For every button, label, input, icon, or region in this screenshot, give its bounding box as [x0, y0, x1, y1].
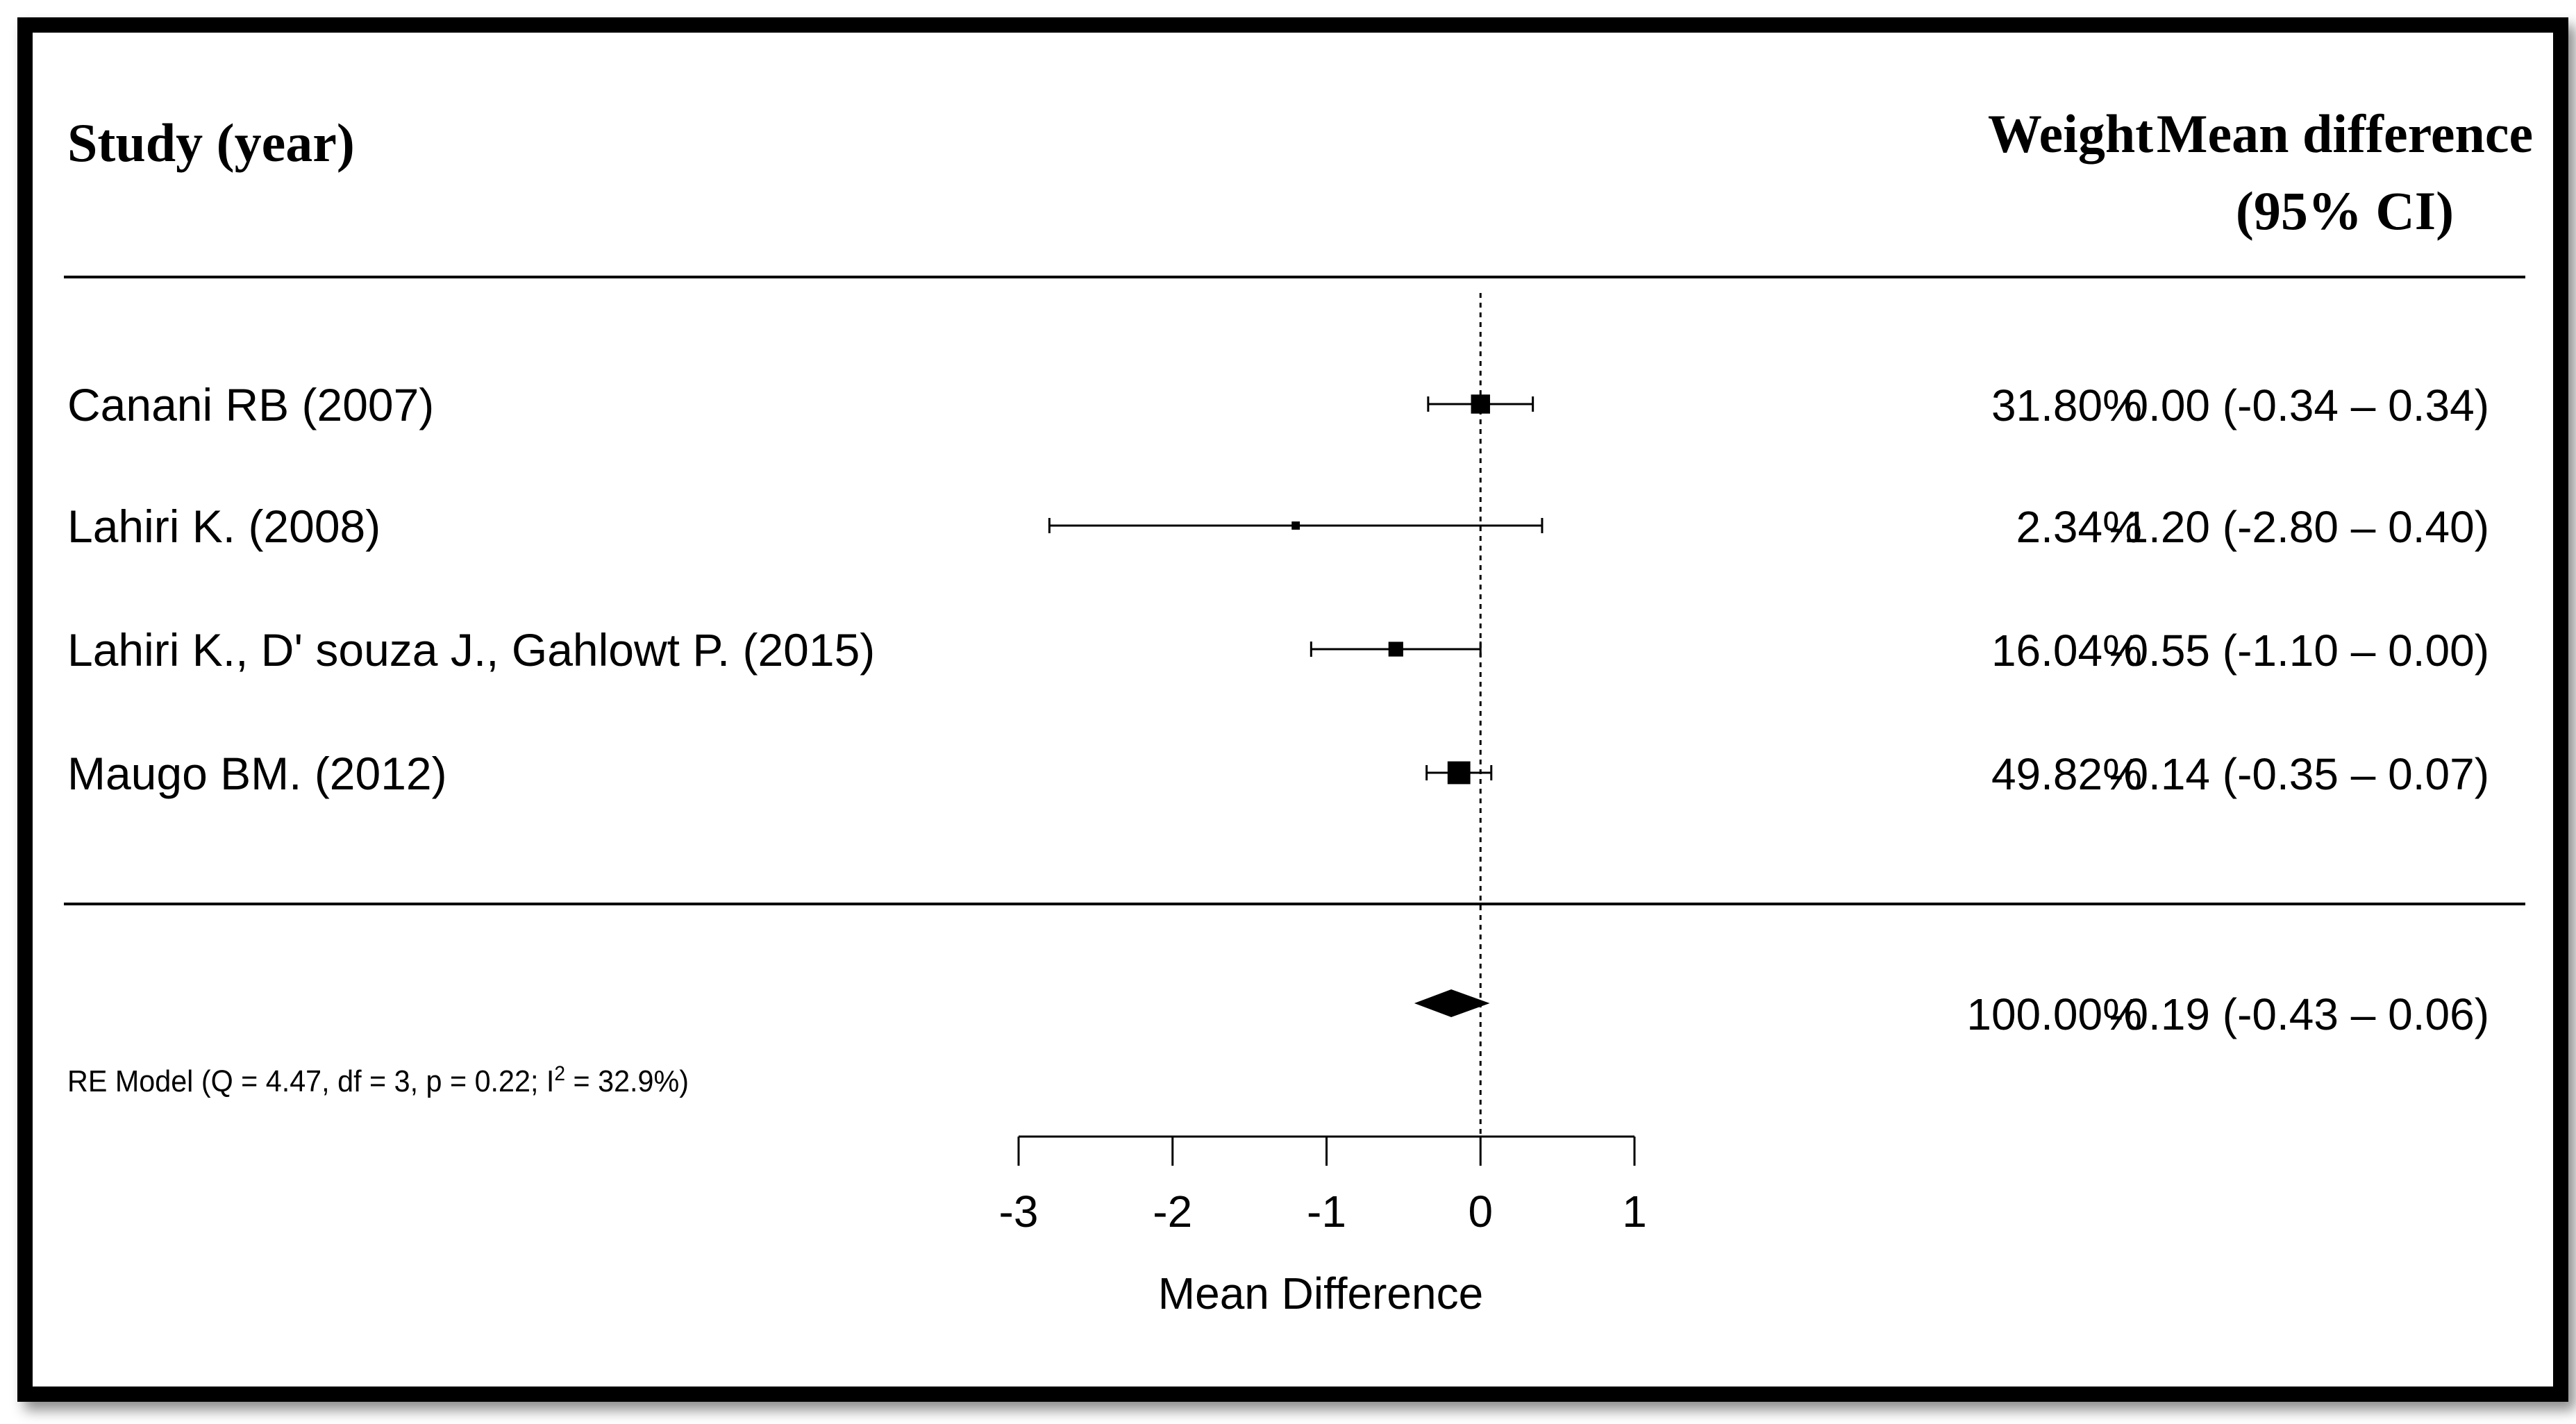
study-label: Lahiri K., D' souza J., Gahlowt P. (2015…: [67, 624, 875, 676]
summary-ci-text: -0.19 (-0.43 – 0.06): [2109, 989, 2489, 1039]
study-label: Canani RB (2007): [67, 379, 434, 430]
i2-superscript: 2: [554, 1062, 565, 1085]
study-weight: 31.80%: [1991, 380, 2142, 430]
weight-column-header: Weight: [1988, 103, 2153, 164]
x-tick-label: -1: [1307, 1187, 1346, 1237]
mean-difference-header: Mean difference: [2157, 103, 2533, 164]
study-row: Canani RB (2007) 31.80%0.00 (-0.34 – 0.34…: [67, 379, 2489, 430]
summary-model-label: RE Model (Q = 4.47, df = 3, p = 0.22; I2…: [67, 1062, 689, 1099]
x-tick-label: 1: [1622, 1187, 1647, 1237]
x-tick-label: -3: [999, 1187, 1039, 1237]
summary-row: RE Model (Q = 4.47, df = 3, p = 0.22; I2…: [67, 989, 2489, 1098]
summary-weight: 100.00%: [1966, 989, 2142, 1039]
study-column-header: Study (year): [67, 112, 355, 173]
study-label: Lahiri K. (2008): [67, 501, 380, 552]
study-weight: 2.34%: [2016, 502, 2142, 552]
study-ci-text: -0.55 (-1.10 – 0.00): [2109, 626, 2489, 676]
x-tick-label: -2: [1153, 1187, 1192, 1237]
x-axis-label: Mean Difference: [1158, 1268, 1483, 1318]
study-row: Maugo BM. (2012) 49.82%-0.14 (-0.35 – 0.0…: [67, 748, 2489, 799]
study-label: Maugo BM. (2012): [67, 748, 447, 799]
x-axis: -3 -2 -1 0 1: [999, 1135, 1647, 1237]
ci-header: (95% CI): [2236, 181, 2454, 241]
forest-plot: Study (year) Weight Mean difference (95%…: [64, 103, 2533, 1318]
point-estimate-square: [1471, 394, 1490, 414]
study-ci-text: -0.14 (-0.35 – 0.07): [2109, 749, 2489, 799]
point-estimate-square: [1388, 642, 1403, 657]
study-row: Lahiri K., D' souza J., Gahlowt P. (2015…: [67, 624, 2489, 676]
study-weight: 49.82%: [1991, 749, 2142, 799]
figure-frame: Study (year) Weight Mean difference (95%…: [17, 17, 2568, 1402]
point-estimate-square: [1291, 521, 1300, 530]
study-ci-text: 0.00 (-0.34 – 0.34): [2123, 380, 2489, 430]
x-tick-label: 0: [1468, 1187, 1493, 1237]
study-rows: Canani RB (2007) 31.80%0.00 (-0.34 – 0.34…: [67, 379, 2489, 799]
point-estimate-square: [1447, 761, 1471, 785]
study-weight: 16.04%: [1991, 626, 2142, 676]
study-ci-text: -1.20 (-2.80 – 0.40): [2109, 502, 2489, 552]
study-row: Lahiri K. (2008) 2.34%-1.20 (-2.80 – 0.40…: [67, 501, 2489, 552]
summary-diamond: [1414, 989, 1490, 1017]
